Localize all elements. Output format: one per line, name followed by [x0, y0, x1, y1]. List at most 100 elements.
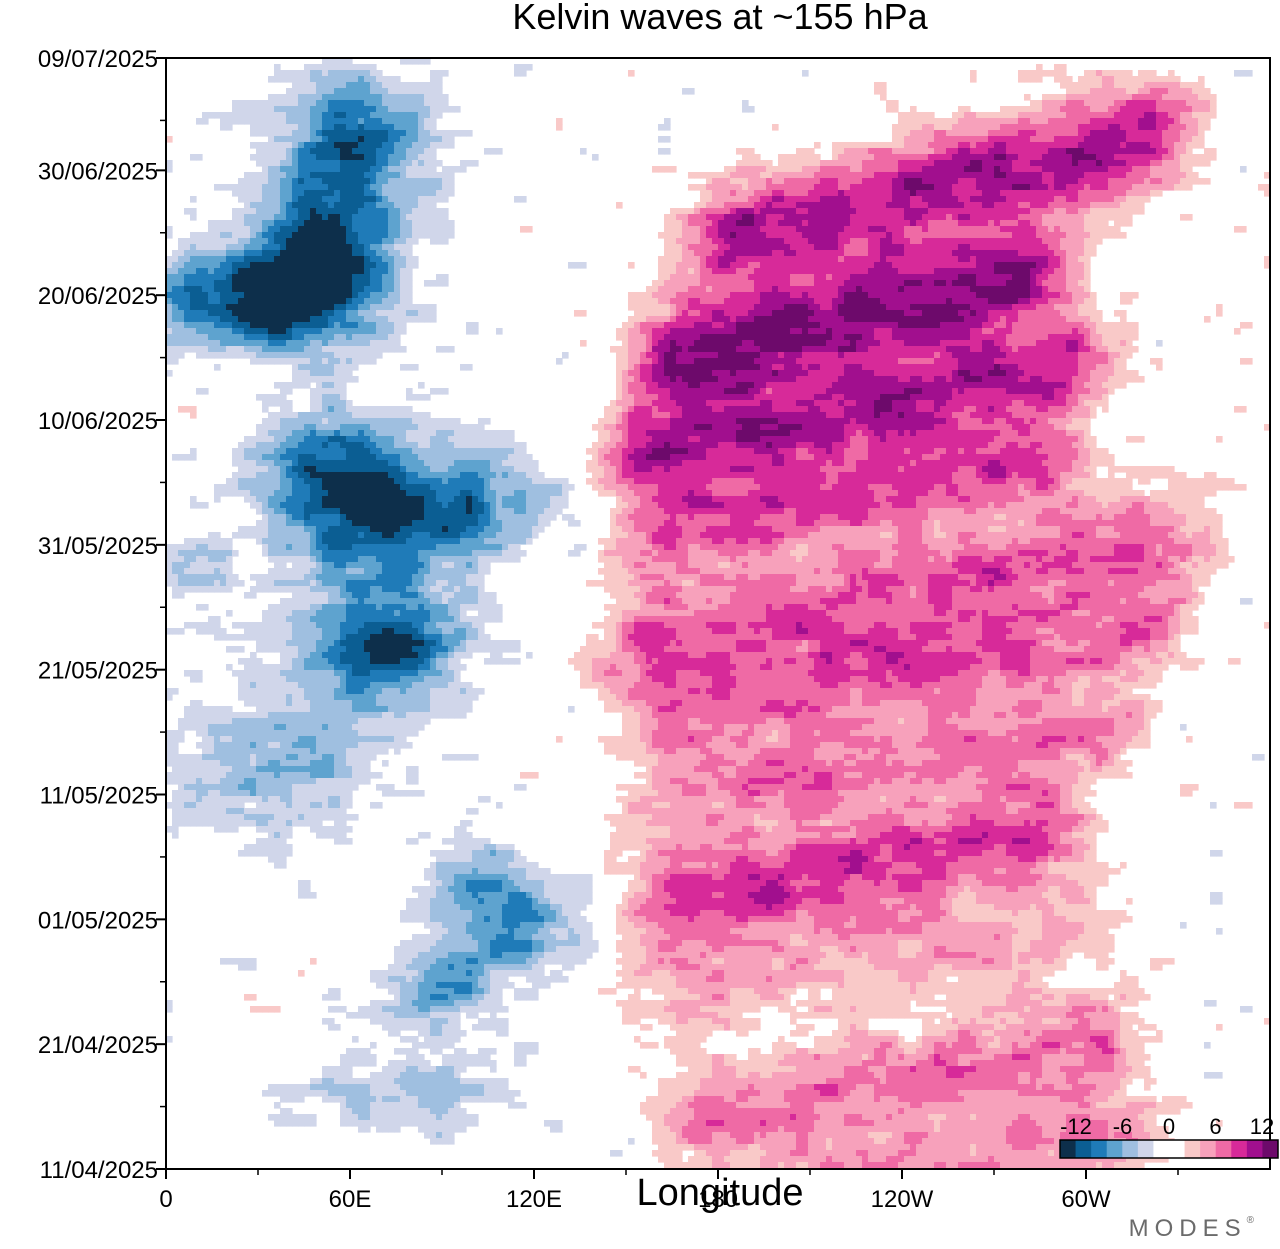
- field-cell-3460: [658, 274, 665, 281]
- field-cell-1695: [352, 184, 359, 191]
- field-cell-1121: [406, 154, 413, 161]
- field-cell-1877: [952, 190, 959, 197]
- field-cell-2333: [934, 214, 941, 221]
- field-cell-1892: [1042, 190, 1049, 197]
- field-cell-3817: [694, 292, 701, 299]
- field-cell-1439: [292, 172, 299, 179]
- field-cell-1502: [904, 172, 911, 179]
- field-cell-196: [388, 88, 395, 95]
- field-cell-2119: [1054, 202, 1061, 209]
- field-cell-1434: [262, 172, 269, 179]
- field-cell-250: [370, 94, 377, 101]
- field-cell-277: [1114, 94, 1121, 101]
- field-cell-2849: [190, 244, 197, 251]
- field-cell-3550: [274, 280, 281, 287]
- field-cell-1610: [838, 178, 845, 185]
- field-cell-1509: [946, 172, 953, 179]
- field-cell-270: [1072, 94, 1079, 101]
- field-cell-572: [430, 118, 437, 125]
- field-cell-3823: [730, 292, 737, 299]
- field-cell-3723: [838, 286, 845, 293]
- field-cell-1387: [934, 166, 941, 173]
- field-cell-2861: [262, 244, 269, 251]
- field-cell-3601: [796, 280, 803, 287]
- field-cell-3027: [838, 250, 845, 257]
- field-cell-3033: [874, 250, 881, 257]
- field-cell-2194: [802, 208, 809, 215]
- field-cell-2926: [904, 244, 911, 251]
- field-cell-3575: [436, 280, 443, 287]
- field-cell-1527: [1054, 172, 1061, 179]
- field-cell-430: [1126, 106, 1133, 113]
- field-cell-3844: [856, 292, 863, 299]
- field-cell-4626: [1018, 328, 1025, 335]
- field-cell-801: [1174, 130, 1181, 137]
- field-cell-2138: [244, 208, 251, 215]
- field-cell-4249: [1054, 310, 1061, 317]
- field-cell-2476: [1066, 220, 1073, 227]
- field-cell-2897: [730, 244, 737, 251]
- field-cell-3301: [1078, 262, 1085, 269]
- field-cell-3055: [1006, 250, 1013, 257]
- field-cell-3068: [1084, 250, 1091, 257]
- field-cell-484: [436, 112, 443, 119]
- field-cell-37: [322, 70, 329, 77]
- field-cell-636: [292, 124, 299, 131]
- field-cell-1361: [778, 166, 785, 173]
- field-cell-3522: [1030, 274, 1037, 281]
- field-cell-1059: [1000, 148, 1007, 155]
- field-cell-3890: [184, 298, 191, 305]
- field-cell-2168: [424, 208, 431, 215]
- field-cell-759: [922, 130, 929, 137]
- field-cell-4489: [988, 322, 995, 329]
- field-cell-4212: [832, 310, 839, 317]
- field-cell-1316: [268, 166, 275, 173]
- field-cell-2613: [214, 232, 221, 239]
- field-cell-2703: [958, 232, 965, 239]
- field-cell-3101: [352, 256, 359, 263]
- field-cell-4659: [238, 334, 245, 341]
- field-cell-3393: [946, 268, 953, 275]
- field-cell-2432: [802, 220, 809, 227]
- field-cell-258: [418, 94, 425, 101]
- field-cell-2846: [1096, 238, 1103, 245]
- field-cell-1083: [1144, 148, 1151, 155]
- field-cell-2752: [304, 238, 311, 245]
- field-cell-3491: [844, 274, 851, 281]
- field-cell-2495: [256, 226, 263, 233]
- field-cell-3619: [904, 280, 911, 287]
- field-cell-1366: [808, 166, 815, 173]
- field-cell-1158: [958, 154, 965, 161]
- field-cell-4924: [316, 346, 323, 353]
- field-cell-4918: [280, 346, 287, 353]
- field-cell-4009: [172, 304, 179, 311]
- field-cell-1016: [418, 148, 425, 155]
- field-cell-147: [406, 82, 413, 89]
- field-cell-3508: [946, 274, 953, 281]
- field-cell-3976: [916, 298, 923, 305]
- field-cell-2184: [742, 208, 749, 215]
- field-cell-249: [364, 94, 371, 101]
- field-cell-1018: [430, 148, 437, 155]
- field-cell-1593: [736, 178, 743, 185]
- field-cell-4213: [838, 310, 845, 317]
- field-cell-1041: [892, 148, 899, 155]
- field-cell-4399: [244, 322, 251, 329]
- field-cell-846: [928, 136, 935, 143]
- field-cell-470: [352, 112, 359, 119]
- field-cell-2075: [790, 202, 797, 209]
- field-cell-4166: [370, 310, 377, 317]
- field-cell-2008: [1042, 196, 1049, 203]
- field-cell-897: [280, 142, 287, 149]
- field-cell-1327: [334, 166, 341, 173]
- field-cell-576: [904, 118, 911, 125]
- field-cell-3524: [1042, 274, 1049, 281]
- field-cell-4325: [748, 316, 755, 323]
- field-cell-780: [1048, 130, 1055, 137]
- field-cell-4850: [844, 340, 851, 347]
- field-cell-4186: [676, 310, 683, 317]
- field-cell-1889: [1024, 190, 1031, 197]
- field-cell-2297: [718, 214, 725, 221]
- field-cell-2249: [1132, 208, 1139, 215]
- field-cell-2927: [910, 244, 917, 251]
